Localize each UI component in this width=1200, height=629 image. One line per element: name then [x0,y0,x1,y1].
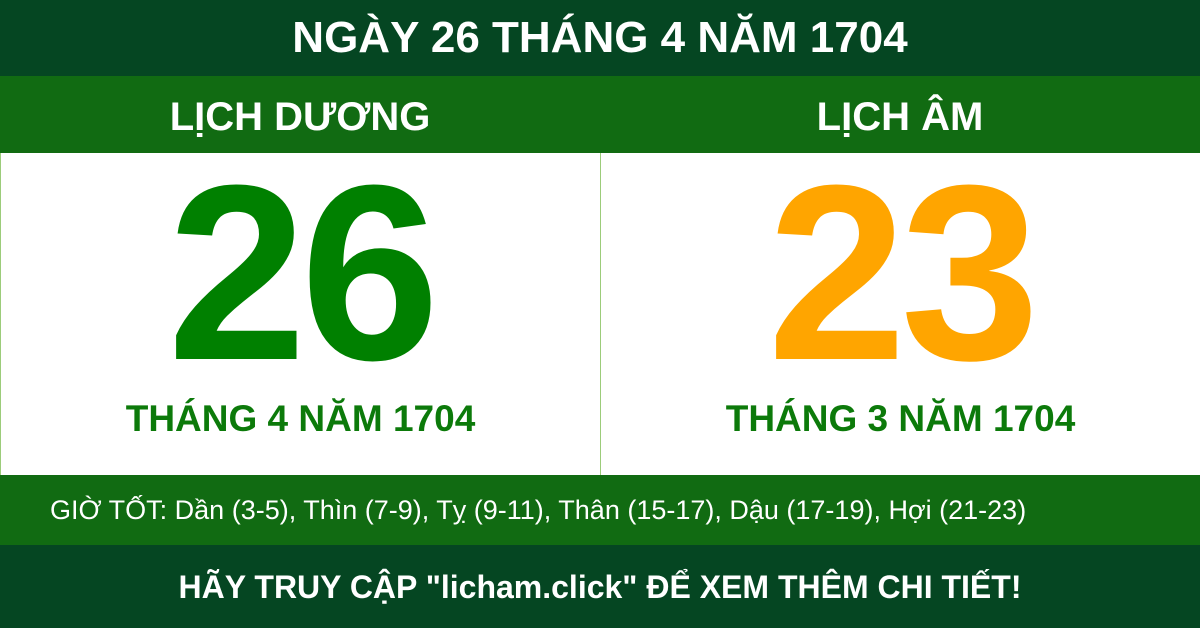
lunar-panel: 23 THÁNG 3 NĂM 1704 [601,133,1200,475]
footer-cta: HÃY TRUY CẬP "licham.click" ĐỂ XEM THÊM … [0,545,1200,628]
solar-calendar-label: LỊCH DƯƠNG [169,95,431,139]
good-hours: GIỜ TỐT: Dần (3-5), Thìn (7-9), Tỵ (9-11… [0,475,1200,545]
calendar-headers: LỊCH DƯƠNG LỊCH ÂM [0,76,1200,153]
lunar-day: 23 [767,133,1039,412]
date-panels: 26 THÁNG 4 NĂM 1704 23 THÁNG 3 NĂM 1704 [0,133,1200,475]
solar-month-year: THÁNG 4 NĂM 1704 [125,398,476,439]
lunar-month-year: THÁNG 3 NĂM 1704 [725,398,1076,439]
solar-panel: 26 THÁNG 4 NĂM 1704 [0,133,601,475]
page-title: NGÀY 26 THÁNG 4 NĂM 1704 [0,0,1200,76]
solar-day: 26 [167,133,439,412]
lunar-calendar-label: LỊCH ÂM [816,95,984,139]
